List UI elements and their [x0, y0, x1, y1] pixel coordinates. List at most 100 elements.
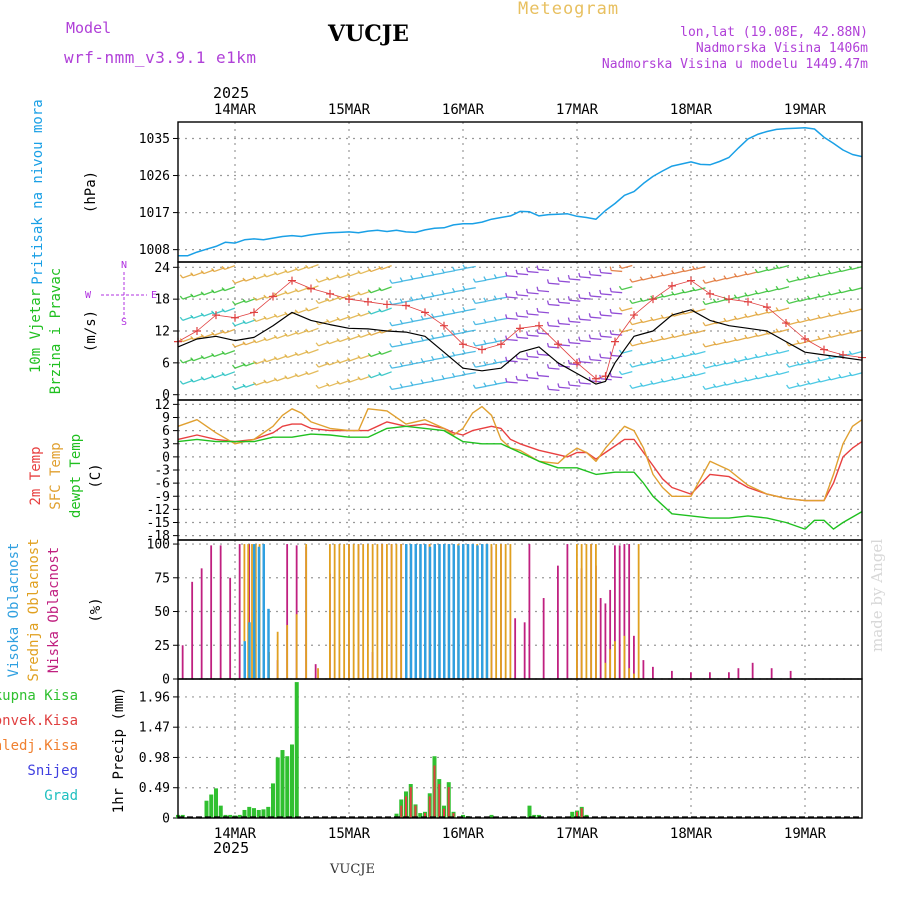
wind-barb [234, 363, 246, 369]
x-tick-label-top: 17MAR [556, 102, 599, 118]
wind-barb [297, 351, 309, 357]
high-cloud-bar [447, 544, 451, 679]
wind-barb [475, 364, 487, 368]
y-tick-label: 0 [162, 812, 170, 827]
model-label: Model [66, 19, 112, 37]
wind-barb-head [420, 294, 424, 299]
wind-barb [579, 339, 591, 343]
mid-cloud-bar [580, 544, 583, 679]
wind-barb [820, 272, 831, 277]
total-precip-bar [294, 682, 299, 818]
mid-cloud-bar [585, 544, 588, 679]
wind-barb [203, 332, 215, 338]
wind-barb [642, 319, 654, 324]
mid-cloud-bar [251, 544, 253, 679]
wind-barb [840, 289, 852, 294]
wind-barb-head [546, 321, 550, 326]
total-precip-bar [209, 794, 214, 818]
wind-barb-head [712, 298, 717, 303]
wind-barb-head [346, 378, 351, 383]
wind-barb-head [786, 299, 790, 304]
wind-barb-head [827, 291, 832, 296]
wind-axis-e: E [151, 290, 157, 301]
wind-barb [746, 356, 758, 361]
wind-barb [736, 358, 748, 363]
wind-barb [684, 331, 696, 336]
x-tick-label-bottom: 14MAR [214, 826, 257, 842]
wind-barb-head [315, 384, 320, 389]
wind-barb-head [639, 297, 644, 302]
wind-barb [558, 301, 570, 304]
wind-barb [245, 319, 257, 325]
wind-barb [725, 275, 737, 280]
wind-barb-head [733, 273, 738, 278]
total-precip-bar [290, 744, 294, 818]
wind-barb-head [431, 270, 435, 276]
bottom-year: 2025 [213, 839, 250, 857]
wind-barb-head [848, 265, 853, 270]
wind-barb [192, 292, 204, 298]
wind-barb [851, 350, 863, 355]
wind-barb-head [483, 361, 487, 366]
high-cloud-bar [253, 544, 256, 679]
wind-barb [349, 356, 361, 362]
wind-barb [224, 349, 236, 355]
wind-barb [422, 274, 435, 278]
y-tick-label: 100 [147, 538, 170, 553]
wind-barb-head [526, 309, 529, 315]
wind-barb-head [618, 349, 623, 354]
wind-barb [391, 301, 403, 306]
wind-barb-head [796, 297, 800, 302]
wind-barb-head [190, 314, 194, 319]
wind-barb-head [754, 268, 759, 273]
wind-barb-head [410, 275, 414, 280]
wind-barb [725, 381, 737, 386]
wind-title: 10m Vjetar [28, 289, 44, 373]
wind-barb [851, 287, 863, 292]
wind-barb-head [838, 289, 842, 294]
wind-barb-head [817, 378, 821, 383]
low-cloud-bar [200, 568, 203, 679]
low-cloud-bar [528, 544, 531, 679]
wind-barb-head [629, 299, 633, 304]
wind-barb [266, 272, 277, 278]
conv-precip-bar [433, 765, 436, 818]
wind-barb [631, 384, 643, 389]
wind-barb-head [754, 375, 759, 380]
wind-barb [621, 371, 633, 376]
y-tick-label: -12 [147, 503, 170, 518]
wind-barb-head [723, 338, 727, 344]
wind-barb-head [629, 278, 633, 283]
panel-frame-precip [177, 678, 863, 819]
wind-barb-head [179, 359, 184, 364]
wind-barb [234, 342, 246, 348]
low-cloud-bar [191, 581, 194, 679]
wind-barb [297, 266, 309, 272]
wind-barb [705, 364, 717, 369]
wind-barb [537, 374, 550, 378]
total-precip-bar [275, 757, 280, 818]
low-cloud-bar [210, 545, 213, 679]
wind-barb-head [599, 332, 602, 337]
mid-cloud-bar [367, 544, 369, 679]
wind-barb [799, 276, 811, 281]
wind-barb-head [252, 275, 257, 280]
wind-barb-head [578, 378, 581, 384]
wind-barb-head [231, 343, 236, 348]
wind-barb [725, 317, 737, 323]
wind-barb-head [599, 268, 602, 273]
wind-barb-head [546, 364, 550, 369]
wind-barb [464, 308, 476, 312]
wind-barb-head [441, 353, 445, 358]
wind-barb [820, 293, 831, 298]
wind-barb [517, 315, 529, 318]
wind-barb [182, 337, 194, 343]
dewpt-line [177, 425, 863, 530]
wind-barb-head [838, 331, 842, 336]
wind-barb [621, 264, 633, 269]
wind-barb [631, 321, 643, 326]
wind-barb-head [660, 357, 664, 362]
wind-barb [715, 383, 727, 388]
wind-barb-head [599, 289, 602, 295]
wind-barb [820, 314, 831, 319]
